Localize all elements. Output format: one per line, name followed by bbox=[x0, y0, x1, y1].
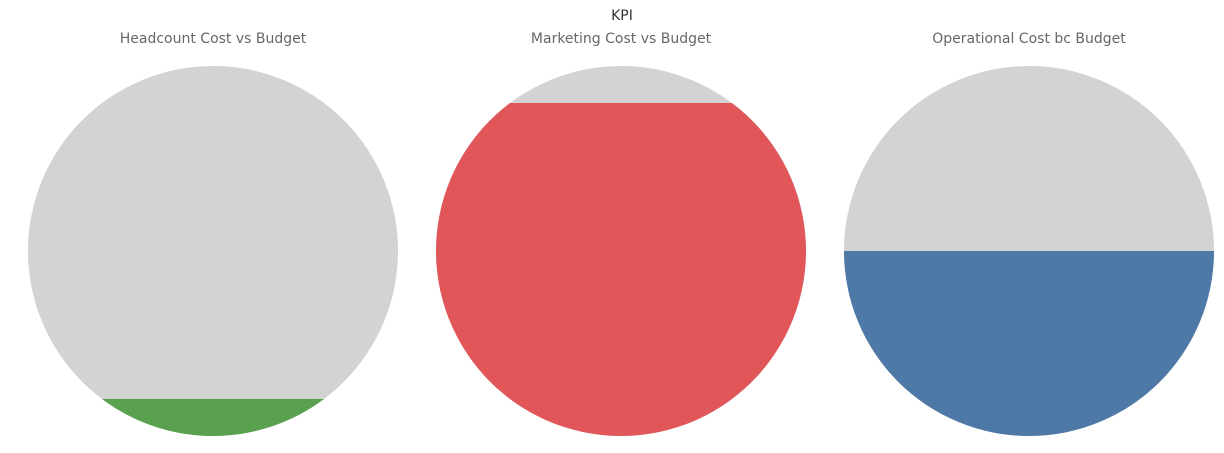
marketing-gauge[interactable]: Marketing Cost vs Budget bbox=[436, 31, 806, 436]
marketing-gauge-fill bbox=[436, 103, 806, 436]
operational-gauge-fill bbox=[844, 251, 1214, 436]
page-title: KPI bbox=[611, 8, 633, 24]
headcount-gauge-remaining bbox=[28, 66, 398, 436]
headcount-gauge-fill bbox=[102, 399, 324, 437]
headcount-gauge-title: Headcount Cost vs Budget bbox=[120, 31, 307, 47]
operational-gauge[interactable]: Operational Cost bc Budget bbox=[844, 31, 1214, 436]
operational-gauge-title: Operational Cost bc Budget bbox=[932, 31, 1126, 47]
headcount-gauge[interactable]: Headcount Cost vs Budget bbox=[28, 31, 398, 437]
marketing-gauge-title: Marketing Cost vs Budget bbox=[531, 31, 712, 47]
